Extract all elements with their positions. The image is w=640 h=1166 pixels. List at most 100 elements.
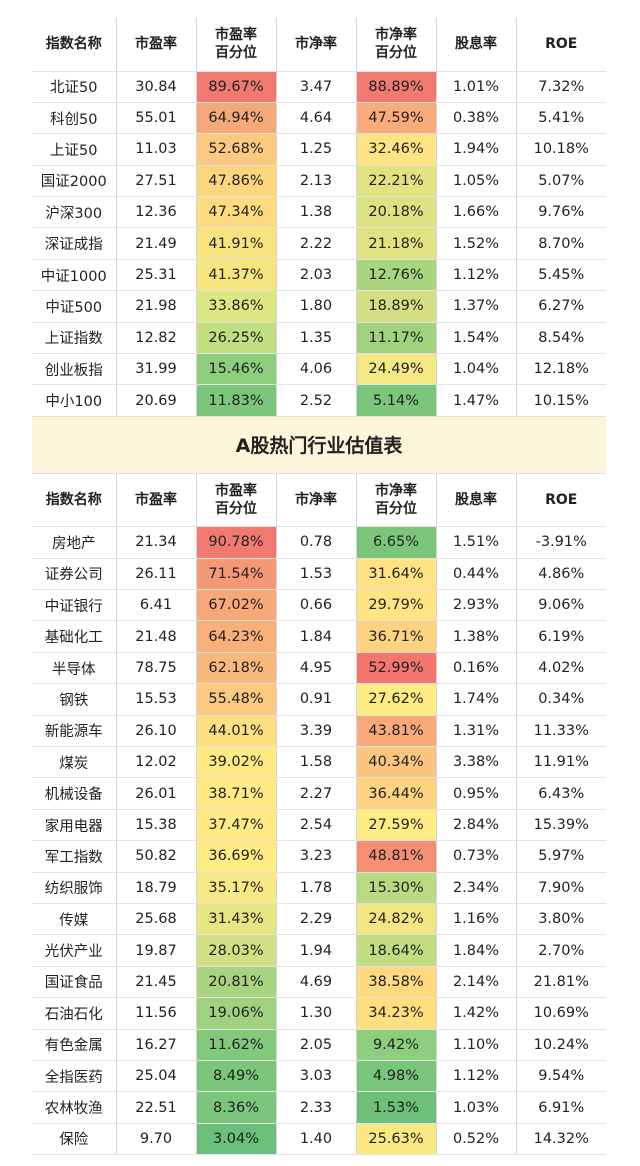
roe-cell: 5.97% <box>516 840 606 873</box>
pb-percentile-cell: 47.59% <box>356 102 437 135</box>
pe-percentile-cell: 35.17% <box>196 872 277 904</box>
pb-percentile-cell: 27.59% <box>356 809 437 842</box>
roe-cell: 12.18% <box>516 353 606 386</box>
table-row: 家用电器 15.38 37.47% 2.54 27.59% 2.84% 15.39% <box>32 809 606 842</box>
dividend-yield-cell: 1.54% <box>436 322 517 355</box>
pe-percentile-cell: 39.02% <box>196 746 277 779</box>
roe-cell: 6.91% <box>516 1091 606 1124</box>
pb-percentile-cell: 43.81% <box>356 715 437 748</box>
pe-percentile-cell: 44.01% <box>196 715 277 748</box>
pb-cell: 4.64 <box>276 102 357 135</box>
roe-cell: 11.91% <box>516 746 606 779</box>
table-row: 石油石化 11.56 19.06% 1.30 34.23% 1.42% 10.69% <box>32 997 606 1030</box>
name-cell: 中证1000 <box>32 259 117 292</box>
pe-cell: 55.01 <box>116 102 197 135</box>
table-row: 基础化工 21.48 64.23% 1.84 36.71% 1.38% 6.19% <box>32 620 606 653</box>
pe-percentile-cell: 41.37% <box>196 259 277 292</box>
table-row: 传媒 25.68 31.43% 2.29 24.82% 1.16% 3.80% <box>32 903 606 936</box>
name-cell: 证券公司 <box>32 558 117 591</box>
pb-percentile-cell: 27.62% <box>356 683 437 716</box>
header-name: 指数名称 <box>32 18 117 72</box>
table-row: 国证食品 21.45 20.81% 4.69 38.58% 2.14% 21.81% <box>32 966 606 999</box>
roe-cell: 10.15% <box>516 384 606 417</box>
pb-percentile-cell: 6.65% <box>356 526 437 559</box>
table-header-row: 指数名称 市盈率 市盈率 百分位 市净率 市净率 百分位 股息率 ROE <box>32 18 606 72</box>
pb-cell: 1.53 <box>276 558 357 591</box>
pe-cell: 78.75 <box>116 652 197 685</box>
pe-percentile-cell: 47.34% <box>196 196 277 229</box>
table-row: 创业板指 31.99 15.46% 4.06 24.49% 1.04% 12.18% <box>32 353 606 386</box>
name-cell: 光伏产业 <box>32 934 117 967</box>
dividend-yield-cell: 0.52% <box>436 1123 517 1156</box>
pb-percentile-cell: 36.71% <box>356 620 437 653</box>
pb-cell: 0.66 <box>276 589 357 622</box>
industry-valuation-table: 指数名称 市盈率 市盈率 百分位 市净率 市净率 百分位 股息率 ROE 房地产… <box>32 473 606 1156</box>
dividend-yield-cell: 3.38% <box>436 746 517 779</box>
pb-percentile-cell: 11.17% <box>356 322 437 355</box>
name-cell: 沪深300 <box>32 196 117 229</box>
pe-percentile-cell: 33.86% <box>196 290 277 323</box>
pb-cell: 1.58 <box>276 746 357 779</box>
pb-percentile-cell: 15.30% <box>356 872 437 904</box>
roe-cell: 7.90% <box>516 872 606 904</box>
roe-cell: 2.70% <box>516 934 606 967</box>
pb-cell: 1.80 <box>276 290 357 323</box>
pb-percentile-cell: 20.18% <box>356 196 437 229</box>
pe-percentile-cell: 89.67% <box>196 71 277 103</box>
pb-percentile-cell: 22.21% <box>356 165 437 198</box>
pe-percentile-cell: 37.47% <box>196 809 277 842</box>
pe-percentile-cell: 36.69% <box>196 840 277 873</box>
valuation-tables: 指数名称 市盈率 市盈率 百分位 市净率 市净率 百分位 股息率 ROE 北证5… <box>32 18 606 1156</box>
roe-cell: 21.81% <box>516 966 606 999</box>
pb-percentile-cell: 32.46% <box>356 133 437 166</box>
table-row: 有色金属 16.27 11.62% 2.05 9.42% 1.10% 10.24% <box>32 1029 606 1061</box>
roe-cell: 4.02% <box>516 652 606 685</box>
pb-cell: 2.22 <box>276 227 357 260</box>
pe-percentile-cell: 41.91% <box>196 227 277 260</box>
dividend-yield-cell: 0.38% <box>436 102 517 135</box>
dividend-yield-cell: 1.12% <box>436 1060 517 1093</box>
pe-cell: 25.31 <box>116 259 197 292</box>
pe-percentile-cell: 28.03% <box>196 934 277 967</box>
pe-percentile-cell: 11.83% <box>196 384 277 417</box>
dividend-yield-cell: 0.16% <box>436 652 517 685</box>
table-row: 上证指数 12.82 26.25% 1.35 11.17% 1.54% 8.54% <box>32 322 606 355</box>
table-row: 中证500 21.98 33.86% 1.80 18.89% 1.37% 6.27% <box>32 290 606 323</box>
header-pb: 市净率 <box>276 18 357 72</box>
name-cell: 石油石化 <box>32 997 117 1030</box>
roe-cell: 3.80% <box>516 903 606 936</box>
pe-percentile-cell: 26.25% <box>196 322 277 355</box>
name-cell: 有色金属 <box>32 1029 117 1061</box>
dividend-yield-cell: 1.37% <box>436 290 517 323</box>
pb-cell: 0.78 <box>276 526 357 559</box>
pb-percentile-cell: 25.63% <box>356 1123 437 1156</box>
name-cell: 国证食品 <box>32 966 117 999</box>
pe-cell: 15.38 <box>116 809 197 842</box>
dividend-yield-cell: 2.14% <box>436 966 517 999</box>
pb-cell: 3.47 <box>276 71 357 103</box>
dividend-yield-cell: 0.95% <box>436 777 517 810</box>
name-cell: 保险 <box>32 1123 117 1156</box>
table-row: 深证成指 21.49 41.91% 2.22 21.18% 1.52% 8.70% <box>32 227 606 260</box>
pb-cell: 1.84 <box>276 620 357 653</box>
pe-percentile-cell: 31.43% <box>196 903 277 936</box>
name-cell: 深证成指 <box>32 227 117 260</box>
header-roe: ROE <box>516 473 606 528</box>
roe-cell: 8.54% <box>516 322 606 355</box>
pb-percentile-cell: 48.81% <box>356 840 437 873</box>
pb-cell: 1.78 <box>276 872 357 904</box>
pe-percentile-cell: 64.94% <box>196 102 277 135</box>
name-cell: 北证50 <box>32 71 117 103</box>
dividend-yield-cell: 1.74% <box>436 683 517 716</box>
name-cell: 家用电器 <box>32 809 117 842</box>
dividend-yield-cell: 2.34% <box>436 872 517 904</box>
pb-percentile-cell: 18.89% <box>356 290 437 323</box>
pb-cell: 1.40 <box>276 1123 357 1156</box>
pb-cell: 4.69 <box>276 966 357 999</box>
section-title: A股热门行业估值表 <box>32 416 606 474</box>
index-valuation-table: 指数名称 市盈率 市盈率 百分位 市净率 市净率 百分位 股息率 ROE 北证5… <box>32 18 606 417</box>
roe-cell: 10.24% <box>516 1029 606 1061</box>
table-row: 光伏产业 19.87 28.03% 1.94 18.64% 1.84% 2.70% <box>32 934 606 967</box>
pb-cell: 3.03 <box>276 1060 357 1093</box>
pb-cell: 4.95 <box>276 652 357 685</box>
